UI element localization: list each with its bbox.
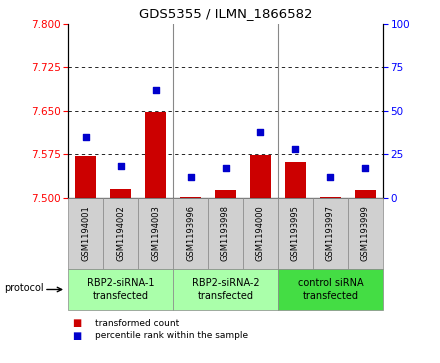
Bar: [75, 156, 96, 198]
Point: [152, 87, 159, 93]
Point: [327, 174, 334, 180]
Text: control siRNA
transfected: control siRNA transfected: [297, 278, 363, 301]
Text: GSM1194003: GSM1194003: [151, 205, 160, 261]
Text: transformed count: transformed count: [95, 319, 179, 327]
Text: GSM1193997: GSM1193997: [326, 205, 335, 261]
Bar: [180, 197, 201, 198]
Text: GSM1194000: GSM1194000: [256, 205, 265, 261]
Bar: [285, 162, 306, 198]
Text: GSM1193999: GSM1193999: [361, 205, 370, 261]
Bar: [320, 197, 341, 198]
Bar: [110, 188, 131, 198]
Text: GSM1193998: GSM1193998: [221, 205, 230, 261]
Bar: [215, 190, 236, 198]
Bar: [355, 190, 376, 198]
Text: protocol: protocol: [4, 283, 44, 293]
Text: GSM1193995: GSM1193995: [291, 205, 300, 261]
Text: ■: ■: [73, 331, 82, 341]
Bar: [145, 112, 166, 198]
Point: [82, 134, 89, 140]
Text: GSM1194001: GSM1194001: [81, 205, 90, 261]
Text: ■: ■: [73, 318, 82, 328]
Text: GSM1193996: GSM1193996: [186, 205, 195, 261]
Point: [222, 165, 229, 171]
Title: GDS5355 / ILMN_1866582: GDS5355 / ILMN_1866582: [139, 7, 312, 20]
Point: [117, 164, 124, 170]
Text: percentile rank within the sample: percentile rank within the sample: [95, 331, 248, 340]
Text: GSM1194002: GSM1194002: [116, 205, 125, 261]
Point: [187, 174, 194, 180]
Text: RBP2-siRNA-1
transfected: RBP2-siRNA-1 transfected: [87, 278, 154, 301]
Point: [362, 165, 369, 171]
Text: RBP2-siRNA-2
transfected: RBP2-siRNA-2 transfected: [192, 278, 259, 301]
Point: [257, 129, 264, 135]
Bar: [250, 155, 271, 198]
Point: [292, 146, 299, 152]
